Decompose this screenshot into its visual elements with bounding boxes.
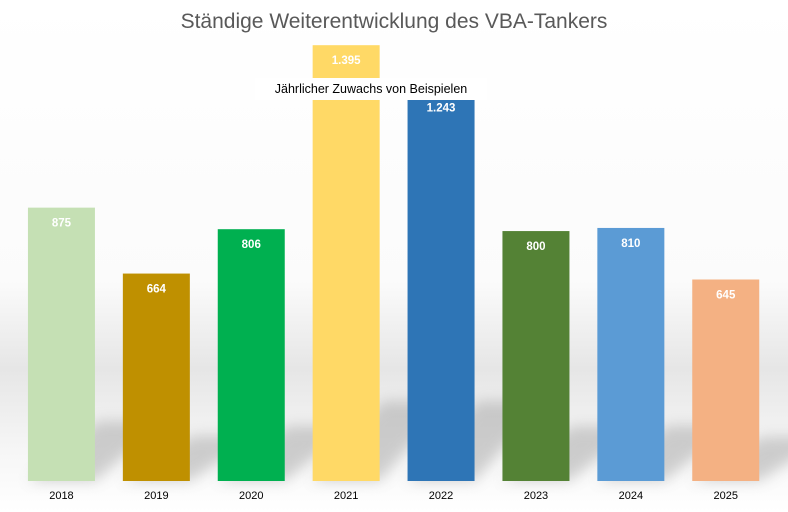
bar-2022 — [407, 92, 475, 482]
bar-2019 — [122, 273, 190, 481]
data-label-2022: 1.243 — [427, 103, 456, 115]
bar-2018 — [27, 207, 95, 481]
data-label-2018: 875 — [52, 218, 72, 230]
bar-2021 — [312, 45, 380, 481]
chart-title: Ständige Weiterentwicklung des VBA-Tanke… — [180, 10, 608, 33]
x-tick-label-2020: 2020 — [239, 490, 263, 502]
data-label-2024: 810 — [621, 238, 640, 250]
x-tick-label-2018: 2018 — [49, 490, 73, 502]
x-tick-label-2025: 2025 — [714, 490, 738, 502]
data-label-2025: 645 — [716, 289, 736, 301]
bar-2024 — [597, 227, 665, 481]
data-label-2019: 664 — [147, 284, 167, 296]
data-label-2021: 1.395 — [332, 55, 361, 67]
bar-2025 — [692, 279, 760, 481]
data-label-2023: 800 — [526, 241, 545, 253]
x-tick-label-2022: 2022 — [429, 490, 453, 502]
chart-subtitle: Jährlicher Zuwachs von Beispielen — [255, 78, 487, 100]
x-tick-label-2024: 2024 — [619, 490, 643, 502]
x-tick-label-2021: 2021 — [334, 490, 358, 502]
bar-2023 — [502, 231, 570, 481]
data-label-2020: 806 — [242, 239, 261, 251]
x-tick-label-2023: 2023 — [524, 490, 548, 502]
bar-2020 — [217, 229, 285, 481]
x-tick-label-2019: 2019 — [144, 490, 168, 502]
